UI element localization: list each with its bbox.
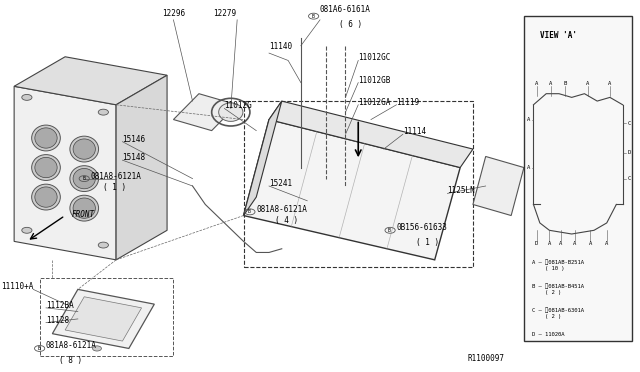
Circle shape bbox=[99, 109, 108, 115]
Text: FRONT: FRONT bbox=[72, 210, 95, 219]
Text: ( 8 ): ( 8 ) bbox=[59, 356, 82, 365]
Bar bbox=[524, 16, 632, 341]
Text: 0B156-61633: 0B156-61633 bbox=[396, 223, 447, 232]
Text: 081A8-6121A: 081A8-6121A bbox=[46, 341, 97, 350]
Ellipse shape bbox=[35, 187, 57, 207]
Text: A: A bbox=[527, 165, 531, 170]
Text: 11012GB: 11012GB bbox=[358, 76, 390, 84]
Text: 081A6-6161A: 081A6-6161A bbox=[320, 6, 371, 15]
Text: A: A bbox=[608, 81, 612, 86]
Text: 15148: 15148 bbox=[122, 153, 145, 162]
Ellipse shape bbox=[35, 128, 57, 148]
Ellipse shape bbox=[73, 169, 95, 189]
Ellipse shape bbox=[31, 155, 60, 180]
Text: A: A bbox=[548, 241, 551, 246]
Text: 12296: 12296 bbox=[162, 9, 185, 18]
Text: 11110+A: 11110+A bbox=[1, 282, 34, 291]
Text: ( 1 ): ( 1 ) bbox=[415, 238, 438, 247]
Text: B: B bbox=[312, 14, 314, 19]
Ellipse shape bbox=[31, 184, 60, 210]
Text: C — Ⓑ081AB-6301A
    ( 2 ): C — Ⓑ081AB-6301A ( 2 ) bbox=[532, 308, 584, 319]
Text: A: A bbox=[559, 241, 563, 246]
Text: A: A bbox=[549, 81, 552, 86]
Text: 11012G: 11012G bbox=[225, 102, 252, 110]
Text: B — Ⓑ081AB-B451A
    ( 2 ): B — Ⓑ081AB-B451A ( 2 ) bbox=[532, 284, 584, 295]
Bar bbox=[40, 278, 173, 356]
Ellipse shape bbox=[70, 195, 99, 221]
Text: B: B bbox=[82, 176, 85, 181]
Text: D: D bbox=[627, 150, 630, 155]
Text: ( 6 ): ( 6 ) bbox=[339, 20, 362, 29]
Polygon shape bbox=[473, 157, 524, 215]
Text: 081A8-6121A: 081A8-6121A bbox=[256, 205, 307, 214]
Text: 11114: 11114 bbox=[403, 127, 426, 136]
Polygon shape bbox=[52, 289, 154, 349]
Text: A — Ⓑ081AB-B251A
    ( 10 ): A — Ⓑ081AB-B251A ( 10 ) bbox=[532, 260, 584, 271]
Text: D — 11020A: D — 11020A bbox=[532, 332, 564, 337]
Text: 11119: 11119 bbox=[396, 98, 420, 107]
Text: A: A bbox=[573, 241, 577, 246]
Text: 11012GC: 11012GC bbox=[358, 54, 390, 62]
Text: B: B bbox=[388, 228, 391, 233]
Text: 11128: 11128 bbox=[46, 315, 69, 325]
Circle shape bbox=[22, 227, 32, 233]
Text: ( 1 ): ( 1 ) bbox=[103, 183, 127, 192]
Polygon shape bbox=[65, 297, 141, 341]
Bar bbox=[244, 101, 473, 267]
Text: A: A bbox=[605, 241, 609, 246]
Text: D: D bbox=[535, 241, 538, 246]
Polygon shape bbox=[269, 101, 473, 167]
Text: C: C bbox=[627, 176, 630, 181]
Polygon shape bbox=[244, 101, 282, 215]
Text: B: B bbox=[563, 81, 566, 86]
Polygon shape bbox=[14, 86, 116, 260]
Ellipse shape bbox=[73, 139, 95, 159]
Text: A: A bbox=[535, 81, 538, 86]
Circle shape bbox=[22, 94, 32, 100]
Ellipse shape bbox=[70, 136, 99, 162]
Ellipse shape bbox=[35, 157, 57, 178]
Ellipse shape bbox=[70, 166, 99, 192]
Text: 15241: 15241 bbox=[269, 179, 292, 188]
Text: 12279: 12279 bbox=[213, 9, 236, 18]
Polygon shape bbox=[173, 94, 237, 131]
Text: C: C bbox=[627, 121, 630, 126]
Ellipse shape bbox=[219, 103, 243, 121]
Ellipse shape bbox=[73, 198, 95, 218]
Text: A: A bbox=[527, 117, 531, 122]
Text: B: B bbox=[38, 346, 40, 351]
Polygon shape bbox=[116, 75, 167, 260]
Text: 081A8-6121A: 081A8-6121A bbox=[91, 171, 141, 181]
Text: 11140: 11140 bbox=[269, 42, 292, 51]
Circle shape bbox=[93, 346, 101, 351]
Polygon shape bbox=[14, 57, 167, 105]
Text: 1112BA: 1112BA bbox=[46, 301, 74, 310]
Text: VIEW 'A': VIEW 'A' bbox=[540, 31, 577, 40]
Polygon shape bbox=[244, 119, 460, 260]
Text: B: B bbox=[248, 209, 251, 214]
Text: 1125LN: 1125LN bbox=[447, 186, 475, 195]
Circle shape bbox=[99, 242, 108, 248]
Text: R1100097: R1100097 bbox=[468, 354, 505, 363]
Text: ( 4 ): ( 4 ) bbox=[275, 216, 298, 225]
Text: 11012GA: 11012GA bbox=[358, 98, 390, 107]
Text: A: A bbox=[586, 81, 589, 86]
Ellipse shape bbox=[31, 125, 60, 151]
Text: A: A bbox=[589, 241, 592, 246]
Text: 15146: 15146 bbox=[122, 135, 145, 144]
